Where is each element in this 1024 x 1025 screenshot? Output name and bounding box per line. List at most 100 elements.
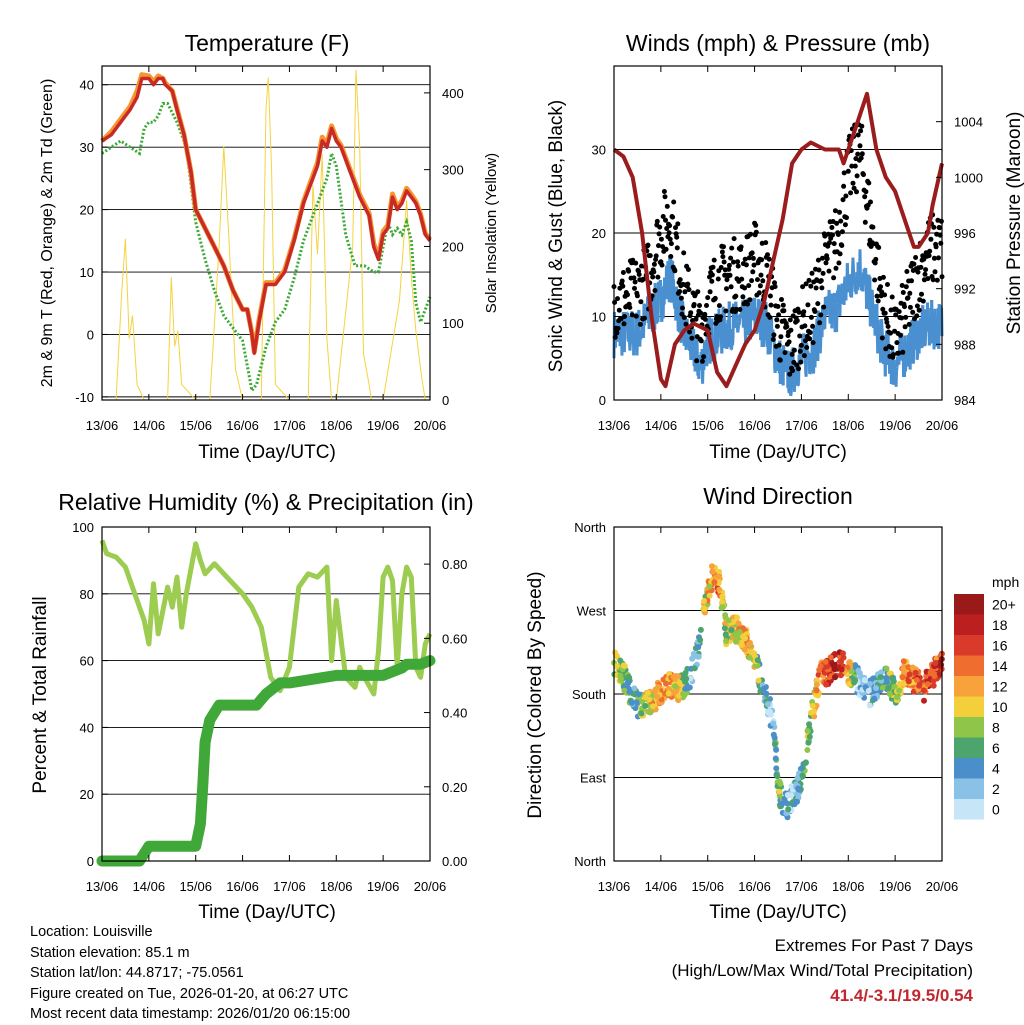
wind-direction-point (722, 625, 728, 631)
wind-direction-point (866, 688, 872, 694)
gust-point (827, 240, 832, 245)
x-tick-label: 18/06 (832, 418, 865, 433)
y2-tick-label: 0.00 (442, 854, 467, 869)
colorbar-swatch (954, 615, 984, 636)
wind-direction-point (884, 666, 890, 672)
gust-point (883, 311, 888, 316)
gust-point (695, 289, 700, 294)
wind-direction-point (742, 647, 748, 653)
x-tick-label: 14/06 (133, 879, 166, 894)
gust-point (708, 289, 713, 294)
x-tick-label: 14/06 (645, 879, 678, 894)
wind-direction-point (883, 675, 889, 681)
gust-point (733, 294, 738, 299)
wind-direction-point (914, 677, 920, 683)
gust-point (700, 359, 705, 364)
y-tick-label: West (577, 604, 607, 619)
gust-point (634, 314, 639, 319)
gust-point (664, 247, 669, 252)
extremes-subtitle: (High/Low/Max Wind/Total Precipitation) (672, 958, 973, 983)
gust-point (839, 243, 844, 248)
gust-point (777, 343, 782, 348)
wind-direction-point (723, 638, 729, 644)
x-tick-label: 18/06 (320, 418, 353, 433)
wind-direction-point (746, 641, 752, 647)
winds-ylabel: Sonic Wind & Gust (Blue, Black) (546, 100, 567, 372)
temperature-y2label: Solar Insolation (Yellow) (483, 153, 500, 313)
gust-point (897, 309, 902, 314)
wind-direction-point (907, 671, 913, 677)
gust-point (722, 260, 727, 265)
extremes-title: Extremes For Past 7 Days (672, 933, 973, 958)
wind-direction-point (675, 673, 681, 679)
gust-point (804, 345, 809, 350)
gust-point (633, 280, 638, 285)
gust-point (662, 189, 667, 194)
wind-direction-point (921, 698, 927, 704)
gust-point (834, 266, 839, 271)
station-elevation: Station elevation: 85.1 m (30, 943, 350, 964)
gust-point (747, 297, 752, 302)
wind-direction-point (698, 627, 704, 633)
wind-direction-point (622, 663, 628, 669)
wind-direction-point (625, 680, 631, 686)
gust-point (827, 269, 832, 274)
y-tick-label: 0 (87, 327, 94, 342)
gust-point (861, 172, 866, 177)
wind-direction-point (722, 612, 728, 618)
y-tick-label: East (580, 771, 606, 786)
gust-point (709, 279, 714, 284)
gust-point (718, 314, 723, 319)
wind-direction-point (695, 644, 701, 650)
x-tick-label: 20/06 (926, 418, 959, 433)
wind-direction-point (901, 668, 907, 674)
gust-point (622, 314, 627, 319)
gust-point (663, 194, 668, 199)
gust-point (739, 277, 744, 282)
gust-point (724, 286, 729, 291)
wind-direction-point (810, 703, 816, 709)
y-tick-label: North (574, 854, 606, 869)
colorbar-swatch (954, 717, 984, 738)
wind-direction-point (726, 617, 732, 623)
colorbar-swatch (954, 738, 984, 759)
wind-direction-point (701, 606, 707, 612)
gust-point (668, 254, 673, 259)
wind-direction-point (840, 650, 846, 656)
wind-direction-point (896, 688, 902, 694)
gust-point (821, 305, 826, 310)
y2-tick-label: 0.20 (442, 780, 467, 795)
gust-point (710, 272, 715, 277)
gust-point (894, 340, 899, 345)
wind-direction-point (647, 709, 653, 715)
gust-point (797, 310, 802, 315)
y-tick-label: South (572, 687, 606, 702)
gust-point (648, 253, 653, 258)
wind-direction-point (747, 655, 753, 661)
gust-point (788, 317, 793, 322)
gust-point (614, 331, 619, 336)
colorbar-label: 6 (992, 740, 1000, 756)
extremes-values: 41.4/-3.1/19.5/0.54 (672, 983, 973, 1008)
wind-direction-point (849, 669, 855, 675)
x-tick-label: 14/06 (133, 418, 166, 433)
wind-direction-point (755, 657, 761, 663)
gust-point (819, 285, 824, 290)
gust-point (646, 243, 651, 248)
gust-point (720, 254, 725, 259)
gust-point (737, 307, 742, 312)
gust-point (917, 308, 922, 313)
gust-point (728, 273, 733, 278)
y-tick-label: 20 (80, 203, 94, 218)
gust-point (705, 295, 710, 300)
gust-point (675, 221, 680, 226)
gust-point (927, 249, 932, 254)
wind-direction-point (838, 658, 844, 664)
wind-direction-point (719, 594, 725, 600)
wind-direction-point (728, 627, 734, 633)
gust-point (665, 204, 670, 209)
gust-point (754, 230, 759, 235)
gust-point (701, 354, 706, 359)
gust-point (831, 275, 836, 280)
gust-point (878, 284, 883, 289)
